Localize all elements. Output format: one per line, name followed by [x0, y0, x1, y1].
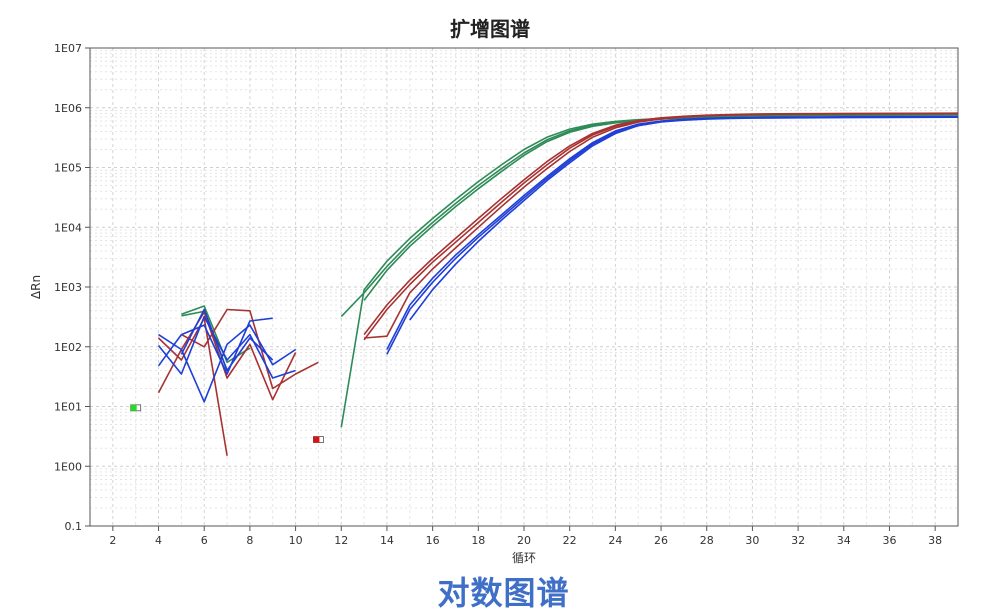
y-tick-label: 1E05	[54, 162, 82, 175]
y-tick-label: 1E02	[54, 341, 82, 354]
y-tick-label: 1E06	[54, 102, 82, 115]
x-tick-label: 36	[882, 534, 896, 547]
threshold-marker-fill	[313, 436, 320, 443]
series-line-green-3	[363, 114, 959, 301]
y-tick-label: 1E01	[54, 401, 82, 414]
x-tick-label: 30	[745, 534, 759, 547]
y-tick-label: 1E03	[54, 281, 82, 294]
x-tick-label: 22	[563, 534, 577, 547]
y-axis-label: ΔRn	[29, 275, 43, 299]
x-tick-label: 6	[201, 534, 208, 547]
y-tick-label: 0.1	[65, 520, 83, 533]
series-line-green-2	[340, 113, 959, 318]
x-tick-label: 28	[700, 534, 714, 547]
amplification-chart: 扩增图谱 0.1 1E00 1E01 1E02 1E03 1E04 1E05 1E06 1E07…	[29, 17, 959, 565]
x-tick-label: 12	[334, 534, 348, 547]
x-tick-label: 26	[654, 534, 668, 547]
x-tick-label: 34	[837, 534, 851, 547]
x-tick-label: 16	[426, 534, 440, 547]
x-axis-label: 循环	[512, 551, 536, 565]
threshold-marker-fill	[130, 404, 137, 411]
y-tick-label: 1E07	[54, 42, 82, 55]
series-line-blue-13	[386, 116, 959, 355]
x-tick-label: 4	[155, 534, 162, 547]
series-layer	[157, 112, 959, 456]
x-tick-label: 2	[109, 534, 116, 547]
series-line-blue-16	[158, 324, 297, 403]
threshold-markers	[130, 404, 324, 443]
caption: 对数图谱	[437, 574, 570, 612]
x-tick-label: 14	[380, 534, 394, 547]
y-tick-label: 1E04	[54, 221, 82, 234]
series-line-red-7	[363, 112, 959, 341]
series-line-blue-17	[180, 308, 274, 372]
series-line-red-8	[364, 112, 959, 339]
x-tick-label: 18	[471, 534, 485, 547]
x-tick-label: 10	[289, 534, 303, 547]
x-tick-label: 8	[246, 534, 253, 547]
y-tick-label: 1E00	[54, 460, 82, 473]
series-line-red-10	[181, 308, 319, 390]
x-tick-label: 32	[791, 534, 805, 547]
series-line-green-1	[340, 113, 959, 428]
x-tick-label: 20	[517, 534, 531, 547]
series-line-blue-18	[157, 315, 296, 379]
series-line-blue-15	[157, 317, 273, 375]
y-axis: 0.1 1E00 1E01 1E02 1E03 1E04 1E05 1E06 1E07	[54, 42, 90, 533]
series-line-blue-14	[409, 116, 959, 321]
x-axis: 2 4 6 8 10 12 14 16 18 20 22 24 26 28 30 32 34 36 38	[109, 526, 942, 547]
grid	[89, 47, 959, 527]
x-tick-label: 38	[928, 534, 942, 547]
x-tick-label: 24	[608, 534, 622, 547]
chart-title: 扩增图谱	[450, 17, 530, 41]
